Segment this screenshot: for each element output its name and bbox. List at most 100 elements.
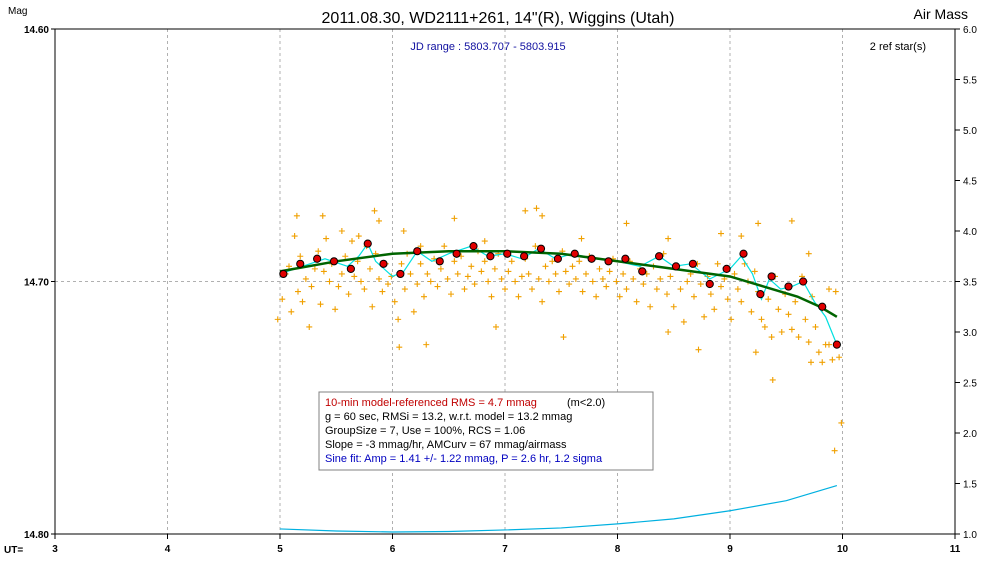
- raw-point: [836, 354, 843, 361]
- raw-point: [665, 235, 672, 242]
- raw-point: [545, 278, 552, 285]
- raw-point: [515, 293, 522, 300]
- raw-point: [653, 286, 660, 293]
- stats-rms-note: (m<2.0): [567, 397, 605, 409]
- raw-point: [633, 298, 640, 305]
- raw-point: [319, 212, 326, 219]
- raw-point: [695, 346, 702, 353]
- chart-title: 2011.08.30, WD2111+261, 14"(R), Wiggins …: [322, 10, 675, 27]
- y2-tick-label: 2.5: [963, 379, 977, 390]
- raw-point: [376, 217, 382, 224]
- raw-point: [819, 359, 826, 366]
- x-tick-label: 4: [165, 544, 171, 555]
- raw-point: [667, 273, 674, 280]
- raw-point: [826, 286, 832, 293]
- raw-point: [493, 323, 499, 330]
- raw-point: [351, 273, 358, 280]
- raw-point: [583, 270, 589, 277]
- y2-tick-label: 2.0: [963, 429, 977, 440]
- raw-point: [427, 278, 434, 285]
- raw-point: [761, 323, 768, 330]
- raw-point: [579, 288, 586, 295]
- raw-point: [562, 268, 569, 275]
- raw-point: [620, 270, 627, 277]
- raw-point: [578, 235, 585, 242]
- raw-point: [299, 298, 306, 305]
- raw-point: [410, 308, 417, 315]
- raw-point: [812, 323, 819, 330]
- raw-point: [752, 349, 759, 356]
- raw-point: [711, 306, 718, 313]
- raw-point: [596, 265, 603, 272]
- plot-frame: [54, 28, 956, 535]
- raw-point: [734, 286, 741, 293]
- raw-point: [829, 356, 836, 363]
- raw-point: [288, 308, 295, 315]
- raw-point: [677, 286, 684, 293]
- x-tick-label: 5: [277, 544, 283, 555]
- binned-point: [520, 252, 529, 261]
- jd-range-label: JD range : 5803.707 - 5803.915: [410, 41, 565, 53]
- raw-point: [691, 293, 697, 300]
- raw-point: [533, 205, 540, 212]
- raw-point: [369, 303, 376, 310]
- raw-point: [441, 243, 448, 250]
- raw-point: [566, 281, 573, 288]
- raw-point: [831, 447, 838, 454]
- raw-point: [279, 296, 286, 303]
- raw-point: [461, 286, 468, 293]
- raw-point: [451, 215, 458, 222]
- raw-point: [755, 220, 762, 227]
- binned-point: [784, 282, 793, 291]
- raw-point: [444, 275, 451, 282]
- raw-point: [603, 283, 610, 290]
- raw-point: [832, 288, 839, 295]
- raw-point: [805, 339, 812, 346]
- binned-point: [832, 340, 841, 349]
- binned-point: [671, 262, 681, 271]
- airmass-series: [279, 484, 838, 533]
- raw-point: [795, 334, 802, 341]
- binned-point: [279, 269, 288, 279]
- binned-point: [346, 264, 355, 273]
- raw-point: [569, 263, 576, 270]
- raw-point: [407, 270, 414, 277]
- raw-point: [505, 268, 512, 275]
- binned-point: [705, 279, 714, 289]
- binned-point: [739, 249, 748, 258]
- raw-point: [297, 253, 304, 260]
- raw-point: [556, 288, 562, 295]
- binned-point: [379, 259, 388, 268]
- raw-point: [421, 293, 427, 300]
- y2-tick-label: 5.5: [963, 76, 977, 87]
- raw-point: [684, 278, 691, 285]
- raw-point: [395, 316, 402, 323]
- y-tick-label: 14.60: [24, 25, 49, 36]
- raw-point: [657, 275, 664, 282]
- binned-point: [553, 254, 562, 263]
- binned-point: [799, 277, 808, 286]
- raw-point: [291, 233, 298, 240]
- binned-point: [756, 290, 765, 299]
- raw-point: [448, 291, 454, 298]
- raw-point: [647, 303, 654, 310]
- raw-point: [838, 419, 845, 426]
- raw-point: [539, 298, 546, 305]
- raw-point: [454, 270, 461, 277]
- raw-point: [349, 238, 355, 245]
- binned-point: [469, 242, 478, 251]
- x-tick-label: 11: [950, 544, 961, 555]
- raw-point: [518, 273, 525, 280]
- raw-point: [738, 233, 745, 240]
- stats-line-4: Slope = -3 mmag/hr, AMCurv = 67 mmag/air…: [325, 439, 567, 451]
- raw-point: [400, 228, 407, 234]
- raw-point: [434, 283, 441, 290]
- model-curve: [279, 249, 838, 318]
- raw-point: [768, 334, 775, 341]
- raw-point: [385, 281, 391, 288]
- raw-point: [355, 233, 362, 240]
- raw-point: [396, 344, 403, 351]
- raw-point: [437, 265, 444, 272]
- x-tick-label: 9: [727, 544, 733, 555]
- raw-point: [338, 228, 345, 234]
